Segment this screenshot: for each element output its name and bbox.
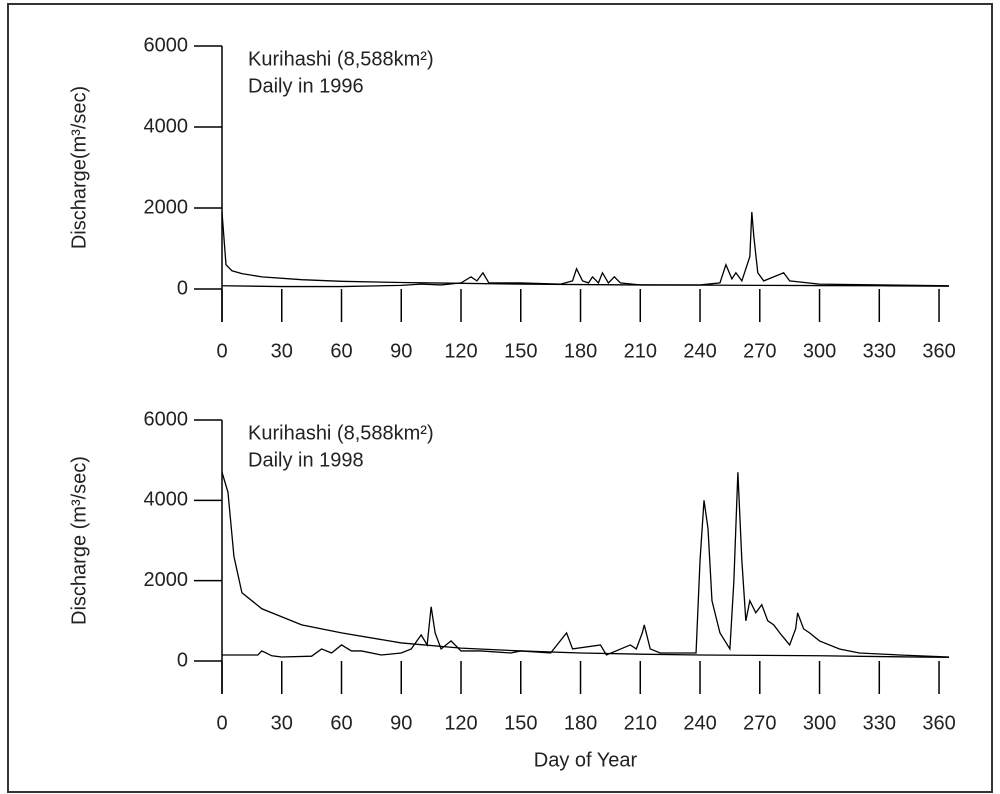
x-tick-label: 300 <box>803 340 836 362</box>
frame <box>7 3 993 793</box>
x-tick-label: 210 <box>624 712 657 734</box>
x-tick-label: 270 <box>743 712 776 734</box>
x-tick-label: 270 <box>743 340 776 362</box>
x-tick-label: 240 <box>683 340 716 362</box>
data-line <box>221 212 950 287</box>
x-tick-label: 330 <box>863 712 896 734</box>
data-line <box>222 472 950 658</box>
y-tick-label: 6000 <box>144 34 189 56</box>
y-tick-label: 6000 <box>144 408 189 430</box>
x-tick-label: 0 <box>216 712 227 734</box>
x-tick-label: 90 <box>390 340 412 362</box>
x-tick-label: 60 <box>330 340 352 362</box>
annotation: Daily in 1998 <box>248 449 364 471</box>
y-tick-label: 2000 <box>144 569 189 591</box>
x-tick-label: 360 <box>922 340 955 362</box>
x-tick-label: 0 <box>216 340 227 362</box>
y-tick-label: 4000 <box>144 489 189 511</box>
annotation: Daily in 1996 <box>248 75 364 97</box>
y-tick-label: 2000 <box>144 196 189 218</box>
x-tick-label: 210 <box>624 340 657 362</box>
x-tick-label: 120 <box>444 340 477 362</box>
x-tick-label: 180 <box>564 712 597 734</box>
x-tick-label: 240 <box>683 712 716 734</box>
y-tick-label: 4000 <box>144 115 189 137</box>
x-tick-label: 30 <box>271 712 293 734</box>
x-tick-label: 90 <box>390 712 412 734</box>
x-axis-label: Day of Year <box>534 749 638 771</box>
x-tick-label: 30 <box>271 340 293 362</box>
x-tick-label: 180 <box>564 340 597 362</box>
x-tick-label: 150 <box>504 340 537 362</box>
annotation: Kurihashi (8,588km²) <box>248 422 434 444</box>
annotation: Kurihashi (8,588km²) <box>248 48 434 70</box>
x-tick-label: 150 <box>504 712 537 734</box>
y-tick-label: 0 <box>177 277 188 299</box>
data-line <box>221 211 950 288</box>
y-axis-label: Discharge(m³/sec) <box>68 86 90 249</box>
x-tick-label: 330 <box>863 340 896 362</box>
x-tick-label: 60 <box>330 712 352 734</box>
y-axis-label: Discharge (m³/sec) <box>68 456 90 625</box>
x-tick-label: 300 <box>803 712 836 734</box>
x-tick-label: 360 <box>922 712 955 734</box>
x-tick-label: 120 <box>444 712 477 734</box>
y-tick-label: 0 <box>177 649 188 671</box>
data-line <box>221 472 950 659</box>
